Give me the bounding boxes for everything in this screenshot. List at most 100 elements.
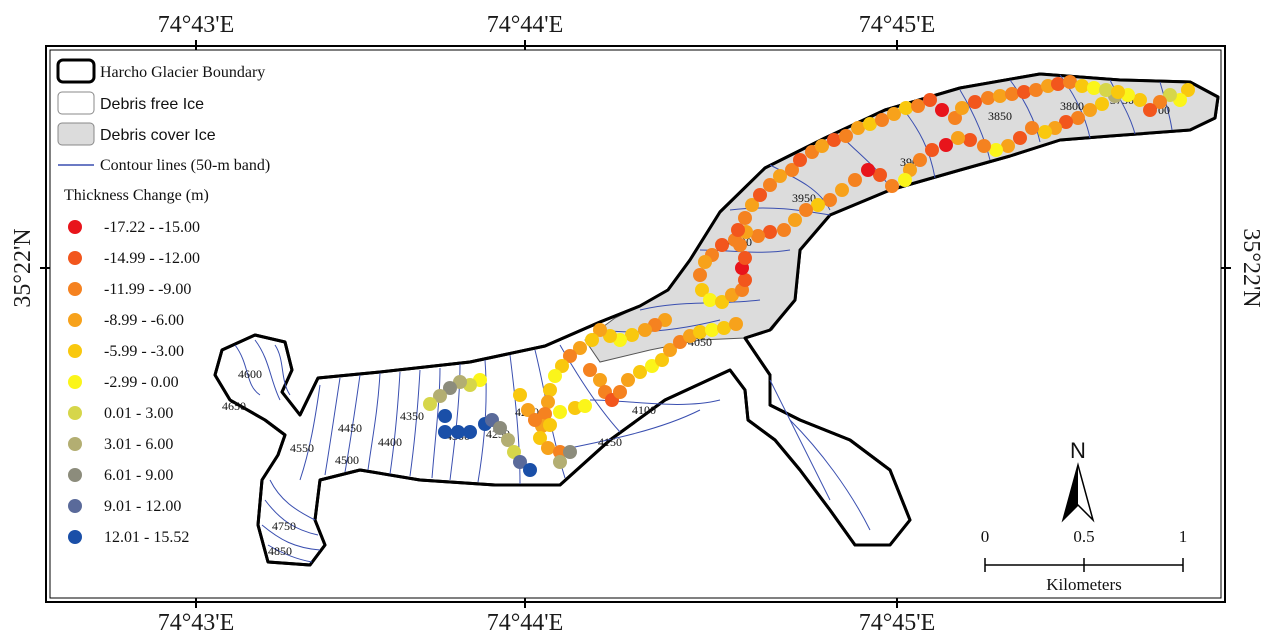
thickness-point	[993, 89, 1007, 103]
thickness-point	[548, 369, 562, 383]
contour-label: 3950	[792, 191, 816, 205]
legend-class-swatch	[68, 406, 82, 420]
thickness-point	[1087, 81, 1101, 95]
legend-debris-cover-swatch	[57, 122, 95, 146]
legend-class-label: 0.01 - 3.00	[104, 405, 173, 422]
thickness-point	[861, 163, 875, 177]
thickness-point	[1075, 79, 1089, 93]
thickness-point	[745, 198, 759, 212]
thickness-point	[543, 383, 557, 397]
thickness-point	[693, 268, 707, 282]
thickness-point	[695, 283, 709, 297]
thickness-point	[501, 433, 515, 447]
legend-class-label: -5.99 - -3.00	[104, 343, 184, 360]
contour-label: 4650	[222, 399, 246, 413]
legend-class-swatch	[68, 468, 82, 482]
scale-tick-half: 0.5	[1073, 527, 1094, 546]
thickness-point	[533, 431, 547, 445]
thickness-point	[863, 117, 877, 131]
legend-class-swatch	[68, 530, 82, 544]
legend-class-label: 6.01 - 9.00	[104, 467, 173, 484]
thickness-point	[573, 341, 587, 355]
thickness-point	[948, 111, 962, 125]
thickness-point	[989, 143, 1003, 157]
thickness-point	[1029, 83, 1043, 97]
thickness-point	[613, 385, 627, 399]
thickness-point	[717, 321, 731, 335]
thickness-point	[553, 445, 567, 459]
thickness-point	[715, 238, 729, 252]
coord-bottom-2: 74°44'E	[487, 610, 564, 636]
legend-boundary-swatch	[56, 58, 96, 84]
contour-label: 4350	[400, 409, 424, 423]
thickness-point	[875, 113, 889, 127]
thickness-point	[541, 441, 555, 455]
thickness-point	[1143, 103, 1157, 117]
thickness-point	[451, 425, 465, 439]
legend-classes: -17.22 - -15.00 -14.99 - -12.00 -11.99 - -…	[68, 219, 200, 546]
thickness-point	[788, 213, 802, 227]
thickness-point	[848, 173, 862, 187]
thickness-point	[777, 223, 791, 237]
contour-label: 4100	[632, 403, 656, 417]
thickness-point	[553, 455, 567, 469]
thickness-point	[703, 293, 717, 307]
thickness-point	[1163, 88, 1177, 102]
thickness-point	[753, 188, 767, 202]
thickness-point	[513, 388, 527, 402]
legend-class-swatch	[68, 437, 82, 451]
thickness-point	[521, 403, 535, 417]
north-arrow-half	[1063, 465, 1078, 520]
thickness-point	[1005, 87, 1019, 101]
contour-label: 3850	[988, 109, 1012, 123]
thickness-point	[899, 101, 913, 115]
thickness-point	[585, 333, 599, 347]
north-arrow: N	[1061, 438, 1095, 523]
scale-unit: Kilometers	[1046, 575, 1122, 594]
thickness-point	[793, 153, 807, 167]
thickness-point	[621, 373, 635, 387]
north-label: N	[1070, 438, 1086, 463]
thickness-point	[563, 349, 577, 363]
legend-contour-label: Contour lines (50-m band)	[100, 157, 270, 174]
thickness-point	[785, 163, 799, 177]
thickness-point	[528, 413, 542, 427]
thickness-point	[729, 317, 743, 331]
legend-thickness-title: Thickness Change (m)	[64, 187, 209, 204]
scale-tick-1: 1	[1179, 527, 1188, 546]
thickness-point	[1017, 85, 1031, 99]
thickness-point	[923, 93, 937, 107]
thickness-point	[851, 121, 865, 135]
thickness-point	[583, 363, 597, 377]
thickness-point	[925, 143, 939, 157]
thickness-point	[799, 203, 813, 217]
legend-class-label: -14.99 - -12.00	[104, 250, 200, 267]
graticule-ticks	[40, 40, 1231, 608]
thickness-point	[1059, 115, 1073, 129]
legend-class-swatch	[68, 344, 82, 358]
coord-left: 35°22'N	[10, 228, 36, 307]
thickness-point	[693, 325, 707, 339]
thickness-point	[1071, 111, 1085, 125]
thickness-point	[939, 138, 953, 152]
thickness-point	[873, 168, 887, 182]
thickness-point	[811, 198, 825, 212]
legend-class-label: 3.01 - 6.00	[104, 436, 173, 453]
coord-top-2: 74°44'E	[487, 12, 564, 38]
thickness-point	[1013, 131, 1027, 145]
thickness-point	[963, 133, 977, 147]
thickness-point	[555, 359, 569, 373]
legend-class-swatch	[68, 282, 82, 296]
legend-class-label: -2.99 - 0.00	[104, 374, 179, 391]
contour-label: 3800	[1060, 99, 1084, 113]
legend-class-label: 12.01 - 15.52	[104, 529, 189, 546]
thickness-point	[513, 455, 527, 469]
thickness-point	[1153, 95, 1167, 109]
thickness-point	[981, 91, 995, 105]
thickness-point	[738, 211, 752, 225]
contour-label: 4450	[338, 421, 362, 435]
legend-class-label: -17.22 - -15.00	[104, 219, 200, 236]
thickness-point	[438, 409, 452, 423]
thickness-point	[1063, 75, 1077, 89]
